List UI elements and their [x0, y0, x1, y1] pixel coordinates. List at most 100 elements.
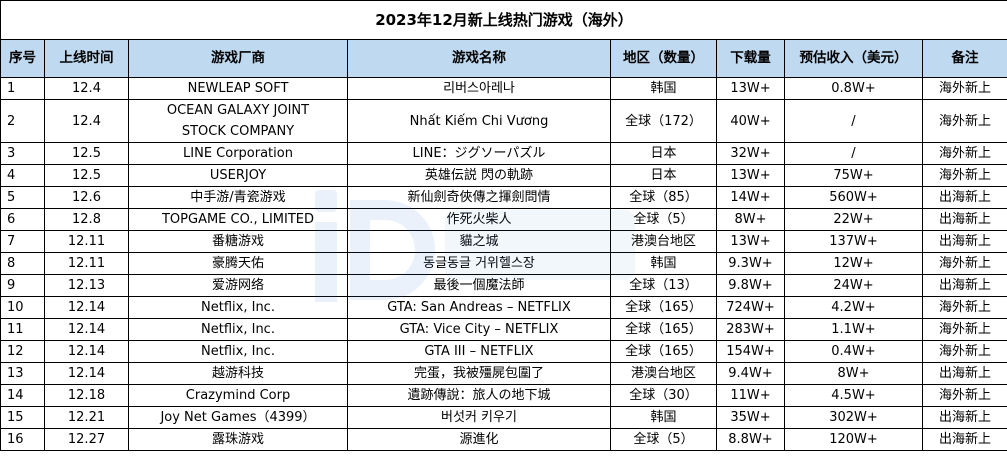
col-game-name-cell: 동글동글 거위헬스장 [347, 252, 611, 275]
col-downloads-cell: 724W+ [716, 296, 785, 319]
col-note-cell: 出海新上 [922, 274, 1007, 297]
col-region-cell: 港澳台地区 [610, 230, 717, 253]
col-note-cell: 出海新上 [922, 406, 1007, 429]
col-game-name-cell: 最後一個魔法師 [347, 274, 611, 297]
col-region-cell: 韩国 [610, 252, 717, 275]
col-game-name-cell: 遺跡傳說：旅人の地下城 [347, 384, 611, 407]
col-launch-date-cell: 12.4 [44, 77, 129, 100]
col-revenue-cell: 22W+ [784, 208, 923, 231]
col-publisher-cell: Netflix, Inc. [128, 296, 348, 319]
table-row: 14 12.18 Crazymind Corp 遺跡傳說：旅人の地下城 全球（30） 11… [0, 384, 1007, 407]
col-game-name-cell: 新仙劍奇俠傳之揮劍問情 [347, 186, 611, 209]
col-downloads-cell: 13W+ [716, 164, 785, 187]
header-row: 序号 上线时间 游戏厂商 游戏名称 地区（数量） 下载量 预估收入（美元） 备注 [0, 39, 1007, 78]
col-downloads-cell: 9.8W+ [716, 274, 785, 297]
col-launch-date-cell: 12.14 [44, 318, 129, 341]
col-region-header: 地区（数量） [610, 39, 717, 78]
col-launch-date-cell: 12.21 [44, 406, 129, 429]
table-row: 8 12.11 豪腾天佑 동글동글 거위헬스장 韩国 9.3W+ 12W+ 海外新上 [0, 252, 1007, 275]
col-revenue-cell: 8W+ [784, 362, 923, 385]
col-game-name-header: 游戏名称 [347, 39, 611, 78]
col-game-name-cell: LINE：ジグソーパズル [347, 142, 611, 165]
col-game-name-cell: 源進化 [347, 428, 611, 451]
col-index-cell: 15 [0, 406, 45, 429]
col-downloads-cell: 35W+ [716, 406, 785, 429]
col-launch-date-cell: 12.5 [44, 142, 129, 165]
col-publisher-cell: 中手游/青瓷游戏 [128, 186, 348, 209]
col-index-cell: 3 [0, 142, 45, 165]
table-row: 9 12.13 爱游网络 最後一個魔法師 全球（13） 9.8W+ 24W+ 出海新上 [0, 274, 1007, 297]
col-revenue-header: 预估收入（美元） [784, 39, 923, 78]
col-index-cell: 4 [0, 164, 45, 187]
col-downloads-cell: 8.8W+ [716, 428, 785, 451]
col-note-cell: 出海新上 [922, 428, 1007, 451]
col-revenue-cell: 75W+ [784, 164, 923, 187]
col-launch-date-cell: 12.11 [44, 230, 129, 253]
col-index-cell: 8 [0, 252, 45, 275]
col-revenue-cell: 4.5W+ [784, 384, 923, 407]
table-row: 15 12.21 Joy Net Games（4399） 버섯커 키우기 韩国 35W+ 3… [0, 406, 1007, 429]
col-publisher-cell: OCEAN GALAXY JOINT STOCK COMPANY [128, 99, 348, 143]
col-region-cell: 全球（165） [610, 340, 717, 363]
col-publisher-header: 游戏厂商 [128, 39, 348, 78]
table-title: 2023年12月新上线热门游戏（海外） [0, 0, 1007, 40]
col-launch-date-cell: 12.14 [44, 296, 129, 319]
col-game-name-cell: 完蛋，我被殭屍包圍了 [347, 362, 611, 385]
col-publisher-cell: Joy Net Games（4399） [128, 406, 348, 429]
table-row: 11 12.14 Netflix, Inc. GTA: Vice City – NET… [0, 318, 1007, 341]
col-index-cell: 11 [0, 318, 45, 341]
col-revenue-cell: 120W+ [784, 428, 923, 451]
col-note-cell: 出海新上 [922, 230, 1007, 253]
table-row: 13 12.14 越游科技 完蛋，我被殭屍包圍了 港澳台地区 9.4W+ 8W+ 出海新上 [0, 362, 1007, 385]
col-region-cell: 全球（5） [610, 428, 717, 451]
col-region-cell: 全球（5） [610, 208, 717, 231]
col-publisher-cell: USERJOY [128, 164, 348, 187]
col-downloads-header: 下载量 [716, 39, 785, 78]
col-index-header: 序号 [0, 39, 45, 78]
col-region-cell: 日本 [610, 142, 717, 165]
col-launch-date-cell: 12.18 [44, 384, 129, 407]
col-region-cell: 港澳台地区 [610, 362, 717, 385]
col-game-name-cell: 作死火柴人 [347, 208, 611, 231]
col-revenue-cell: 560W+ [784, 186, 923, 209]
col-downloads-cell: 11W+ [716, 384, 785, 407]
col-downloads-cell: 9.4W+ [716, 362, 785, 385]
col-game-name-cell: 버섯커 키우기 [347, 406, 611, 429]
col-launch-date-cell: 12.14 [44, 340, 129, 363]
col-downloads-cell: 154W+ [716, 340, 785, 363]
col-note-cell: 出海新上 [922, 208, 1007, 231]
col-downloads-cell: 13W+ [716, 230, 785, 253]
col-region-cell: 韩国 [610, 406, 717, 429]
col-revenue-cell: 4.2W+ [784, 296, 923, 319]
col-game-name-cell: 英雄伝説 閃の軌跡 [347, 164, 611, 187]
col-note-cell: 海外新上 [922, 164, 1007, 187]
col-note-cell: 出海新上 [922, 186, 1007, 209]
col-downloads-cell: 40W+ [716, 99, 785, 143]
col-region-cell: 日本 [610, 164, 717, 187]
col-region-cell: 全球（165） [610, 296, 717, 319]
col-publisher-cell: Crazymind Corp [128, 384, 348, 407]
col-index-cell: 7 [0, 230, 45, 253]
col-index-cell: 14 [0, 384, 45, 407]
col-publisher-cell: Netflix, Inc. [128, 318, 348, 341]
col-note-header: 备注 [922, 39, 1007, 78]
col-revenue-cell: / [784, 142, 923, 165]
col-downloads-cell: 14W+ [716, 186, 785, 209]
col-index-cell: 6 [0, 208, 45, 231]
table-row: 6 12.8 TOPGAME CO., LIMITED 作死火柴人 全球（5） 8W+ 22… [0, 208, 1007, 231]
col-launch-date-cell: 12.4 [44, 99, 129, 143]
col-launch-date-cell: 12.6 [44, 186, 129, 209]
col-index-cell: 2 [0, 99, 45, 143]
table-row: 5 12.6 中手游/青瓷游戏 新仙劍奇俠傳之揮劍問情 全球（85） 14W+ 560W+ 出… [0, 186, 1007, 209]
col-revenue-cell: 0.8W+ [784, 77, 923, 100]
table-row: 2 12.4 OCEAN GALAXY JOINT STOCK COMPANY Nhấ… [0, 99, 1007, 143]
col-launch-date-cell: 12.13 [44, 274, 129, 297]
table-row: 1 12.4 NEWLEAP SOFT 리버스아레나 韩国 13W+ 0.8W+ 海外新上 [0, 77, 1007, 100]
col-revenue-cell: 0.4W+ [784, 340, 923, 363]
col-revenue-cell: 137W+ [784, 230, 923, 253]
col-game-name-cell: GTA: San Andreas – NETFLIX [347, 296, 611, 319]
col-index-cell: 12 [0, 340, 45, 363]
col-game-name-cell: 貓之城 [347, 230, 611, 253]
table-row: 7 12.11 番糖游戏 貓之城 港澳台地区 13W+ 137W+ 出海新上 [0, 230, 1007, 253]
col-revenue-cell: 1.1W+ [784, 318, 923, 341]
